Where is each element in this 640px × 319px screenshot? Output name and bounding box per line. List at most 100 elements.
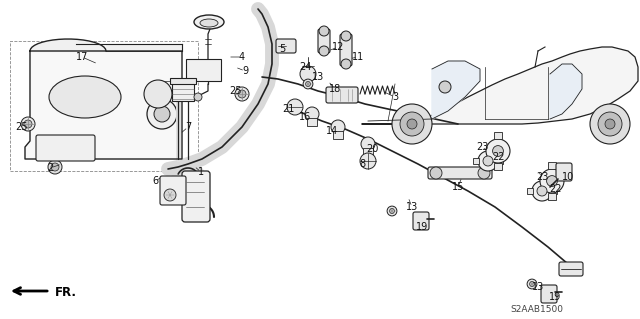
Circle shape xyxy=(238,90,246,98)
Text: 25: 25 xyxy=(228,86,241,96)
Text: 21: 21 xyxy=(282,104,294,114)
Circle shape xyxy=(493,145,504,156)
Polygon shape xyxy=(25,51,182,159)
Circle shape xyxy=(300,66,316,82)
Circle shape xyxy=(24,120,32,128)
Text: 12: 12 xyxy=(332,42,344,52)
Polygon shape xyxy=(432,61,480,119)
Circle shape xyxy=(390,209,394,213)
Circle shape xyxy=(194,93,202,101)
Ellipse shape xyxy=(49,76,121,118)
Text: 24: 24 xyxy=(299,62,311,72)
Bar xyxy=(10,41,198,171)
Bar xyxy=(548,162,556,169)
Bar xyxy=(307,118,317,126)
Circle shape xyxy=(164,189,176,201)
Circle shape xyxy=(147,99,177,129)
Circle shape xyxy=(392,104,432,144)
Text: 1: 1 xyxy=(198,167,204,177)
Circle shape xyxy=(478,167,490,179)
FancyBboxPatch shape xyxy=(318,29,330,53)
Text: 18: 18 xyxy=(329,84,341,94)
Bar xyxy=(494,132,502,139)
Text: 13: 13 xyxy=(312,72,324,82)
Text: 4: 4 xyxy=(239,52,245,62)
Text: 10: 10 xyxy=(562,172,574,182)
Circle shape xyxy=(235,87,249,101)
Circle shape xyxy=(51,163,59,171)
FancyBboxPatch shape xyxy=(556,163,572,181)
Circle shape xyxy=(547,175,557,186)
Polygon shape xyxy=(550,64,582,119)
Circle shape xyxy=(387,206,397,216)
FancyBboxPatch shape xyxy=(182,171,210,222)
Bar xyxy=(186,59,221,81)
Text: 17: 17 xyxy=(76,52,88,62)
Text: 23: 23 xyxy=(476,142,488,152)
Ellipse shape xyxy=(200,19,218,27)
Ellipse shape xyxy=(194,15,224,29)
FancyBboxPatch shape xyxy=(276,39,296,53)
Text: 7: 7 xyxy=(185,122,191,132)
FancyBboxPatch shape xyxy=(326,87,358,103)
Text: 15: 15 xyxy=(452,182,464,192)
Polygon shape xyxy=(106,44,182,51)
Circle shape xyxy=(341,31,351,41)
Circle shape xyxy=(400,112,424,136)
Text: 2: 2 xyxy=(47,163,53,173)
Polygon shape xyxy=(362,47,638,124)
Bar xyxy=(333,131,343,139)
Circle shape xyxy=(540,169,564,193)
Bar xyxy=(551,188,557,194)
Circle shape xyxy=(407,119,417,129)
Text: 25: 25 xyxy=(16,122,28,132)
Circle shape xyxy=(331,120,345,134)
Circle shape xyxy=(598,112,622,136)
FancyBboxPatch shape xyxy=(559,262,583,276)
Circle shape xyxy=(21,117,35,131)
Circle shape xyxy=(430,167,442,179)
Text: 11: 11 xyxy=(352,52,364,62)
Bar xyxy=(473,158,479,164)
Text: 23: 23 xyxy=(536,172,548,182)
Circle shape xyxy=(537,186,547,196)
Bar xyxy=(527,188,533,194)
Ellipse shape xyxy=(144,80,172,108)
Circle shape xyxy=(319,46,329,56)
Bar xyxy=(497,158,503,164)
Circle shape xyxy=(527,279,537,289)
Text: 22: 22 xyxy=(492,152,504,162)
Text: 3: 3 xyxy=(392,92,398,102)
Circle shape xyxy=(305,107,319,121)
Bar xyxy=(170,78,196,84)
Circle shape xyxy=(483,156,493,166)
FancyBboxPatch shape xyxy=(160,176,186,205)
Text: 16: 16 xyxy=(299,112,311,122)
Circle shape xyxy=(154,106,170,122)
Text: 8: 8 xyxy=(359,159,365,169)
Circle shape xyxy=(287,99,303,115)
Text: 22: 22 xyxy=(548,184,561,194)
Circle shape xyxy=(341,59,351,69)
Bar xyxy=(363,148,373,156)
Text: 20: 20 xyxy=(366,144,378,154)
Circle shape xyxy=(305,82,310,86)
Circle shape xyxy=(532,181,552,201)
Text: 14: 14 xyxy=(326,126,338,136)
Circle shape xyxy=(48,160,62,174)
Circle shape xyxy=(529,282,534,286)
Circle shape xyxy=(303,79,313,89)
Circle shape xyxy=(478,151,498,171)
Bar xyxy=(172,83,194,101)
Text: FR.: FR. xyxy=(55,286,77,300)
Circle shape xyxy=(360,153,376,169)
Bar xyxy=(548,193,556,200)
Circle shape xyxy=(319,26,329,36)
Circle shape xyxy=(439,81,451,93)
Text: 13: 13 xyxy=(406,202,418,212)
Circle shape xyxy=(486,139,510,163)
Text: 9: 9 xyxy=(242,66,248,76)
Bar xyxy=(494,163,502,170)
Circle shape xyxy=(590,104,630,144)
FancyBboxPatch shape xyxy=(340,34,352,66)
